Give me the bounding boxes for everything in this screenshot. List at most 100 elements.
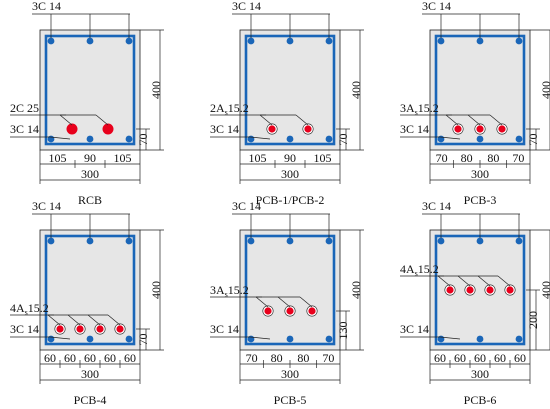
width-dim-label: 300 (281, 367, 299, 381)
section-6: 3C 14 4As15.2 3C 14 400 200 60 60 60 60 60 300 PCB-… (400, 199, 550, 407)
tendon-label: 3As15.2 (210, 283, 249, 299)
tendon-rebar (102, 123, 114, 135)
tendon-leader-tick (67, 314, 81, 326)
bottom-leader (400, 336, 461, 340)
bottom-bar-label: 3C 14 (400, 322, 429, 336)
width-dim-label: 300 (81, 167, 99, 181)
width-segment-label: 60 (84, 351, 96, 365)
tendon-strand (446, 286, 454, 294)
section-outline (239, 29, 341, 151)
height-dim-label: 400 (149, 281, 163, 299)
tendon-leader-tick (107, 314, 121, 326)
width-segment-label: 60 (514, 351, 526, 365)
top-bar-label: 3C 14 (422, 199, 451, 213)
tendon-leader-tick (299, 296, 313, 308)
top-bar (515, 237, 523, 245)
tendon-strand (506, 286, 514, 294)
tendon-strand (116, 325, 124, 333)
width-segment-label: 70 (436, 151, 448, 165)
bottom-bar-label: 3C 14 (10, 322, 39, 336)
tendon-label: 2As15.2 (210, 101, 249, 117)
width-segment-label: 80 (487, 151, 499, 165)
tendon-leader-tick (95, 114, 109, 126)
bottom-bar (247, 135, 255, 143)
tendon-strand (268, 125, 276, 133)
width-segment-label: 90 (84, 151, 96, 165)
height-dim-label: 400 (349, 81, 363, 99)
bottom-bar (325, 135, 333, 143)
tendon-leader-tick (87, 314, 101, 326)
tendon-leader-tick (295, 114, 309, 126)
width-segment-label: 90 (284, 151, 296, 165)
section-caption: PCB-3 (464, 193, 497, 207)
section-caption: RCB (78, 193, 102, 207)
bottom-bar-label: 3C 14 (210, 122, 239, 136)
bottom-bar (125, 135, 133, 143)
bottom-bar-label: 3C 14 (210, 322, 239, 336)
tendon-rebar (66, 123, 78, 135)
bottom-leader (400, 136, 461, 140)
tendon-leader-tick (445, 114, 459, 126)
tendon-strand (466, 286, 474, 294)
top-bar (86, 37, 94, 45)
tendon-leader-tick (457, 275, 471, 287)
depth-dim-label: 130 (336, 322, 350, 340)
height-dim-label: 400 (539, 81, 550, 99)
section-caption: PCB-6 (464, 393, 497, 407)
bottom-bar (286, 335, 294, 343)
top-bar (47, 237, 55, 245)
width-segment-label: 70 (246, 351, 258, 365)
tendon-leader-tick (477, 275, 491, 287)
top-bar (125, 37, 133, 45)
tendon-strand (264, 307, 272, 315)
height-dim-label: 400 (349, 281, 363, 299)
bottom-bar (47, 335, 55, 343)
section-caption: PCB-4 (74, 393, 107, 407)
top-bar (476, 237, 484, 245)
top-bar (437, 37, 445, 45)
top-bar (437, 237, 445, 245)
bottom-bar (86, 335, 94, 343)
tendon-strand (498, 125, 506, 133)
bottom-leader (210, 136, 271, 140)
width-segment-label: 60 (44, 351, 56, 365)
tendon-leader-tick (277, 296, 291, 308)
bottom-bar (325, 335, 333, 343)
top-bar-label: 3C 14 (232, 199, 261, 213)
bottom-bar (515, 335, 523, 343)
section-caption: PCB-1/PCB-2 (256, 193, 325, 207)
top-bar (515, 37, 523, 45)
tendon-label: 4As15.2 (400, 262, 439, 278)
width-segment-label: 60 (124, 351, 136, 365)
width-dim-label: 300 (81, 367, 99, 381)
tendon-leader-tick (59, 114, 73, 126)
top-bar-label: 3C 14 (422, 0, 451, 13)
bottom-bar-label: 3C 14 (10, 122, 39, 136)
top-bar-label: 3C 14 (32, 0, 61, 13)
width-segment-label: 60 (494, 351, 506, 365)
tendon-strand (304, 125, 312, 133)
height-dim-label: 400 (149, 81, 163, 99)
bottom-bar-label: 3C 14 (400, 122, 429, 136)
tendon-leader-tick (489, 114, 503, 126)
tendon-strand (486, 286, 494, 294)
width-segment-label: 105 (114, 151, 132, 165)
top-bar (286, 37, 294, 45)
top-bar (247, 237, 255, 245)
width-segment-label: 80 (297, 351, 309, 365)
top-bar (47, 37, 55, 45)
top-bar (476, 37, 484, 45)
width-segment-label: 60 (474, 351, 486, 365)
top-bar (325, 237, 333, 245)
sections-layer: 3C 14 2C 25 3C 14 400 70 105 90 105 300 RCB 3C 14 2… (10, 0, 550, 407)
tendon-label: 2C 25 (10, 101, 39, 115)
bottom-leader (10, 336, 71, 340)
bottom-bar (47, 135, 55, 143)
height-dim-label: 400 (539, 281, 550, 299)
width-segment-label: 60 (104, 351, 116, 365)
top-bar (86, 237, 94, 245)
section-1: 3C 14 2C 25 3C 14 400 70 105 90 105 300 RCB (10, 0, 164, 207)
width-segment-label: 60 (64, 351, 76, 365)
